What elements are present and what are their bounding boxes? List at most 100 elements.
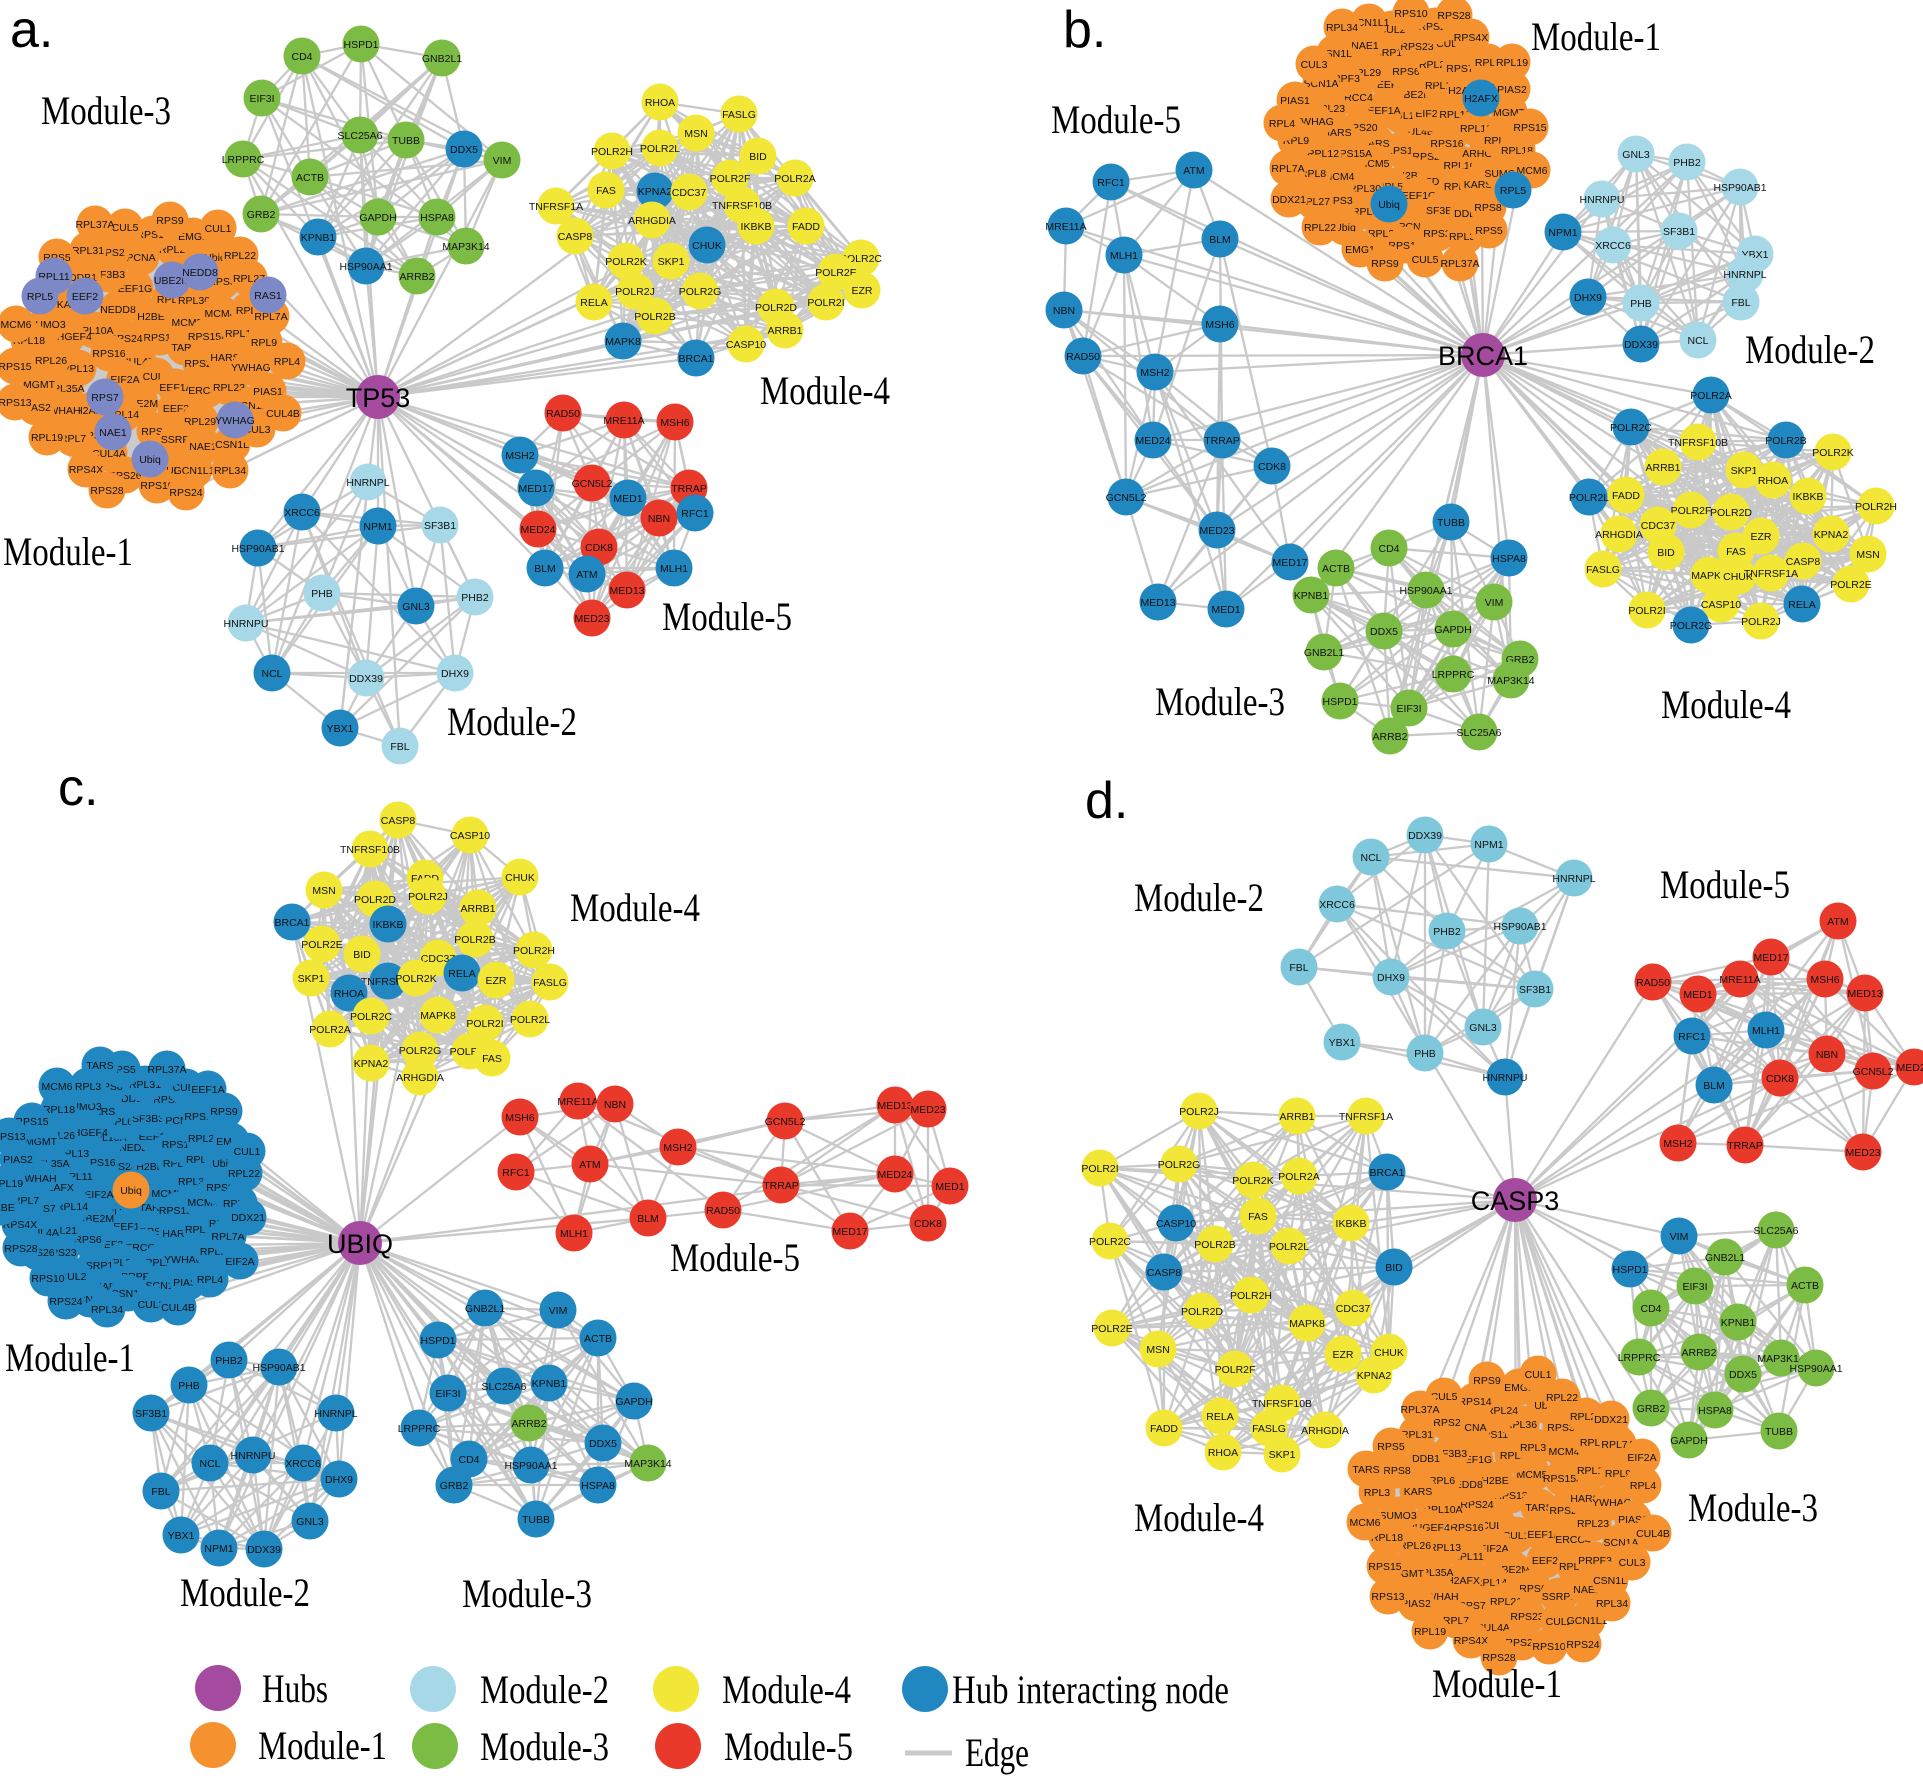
svg-text:EIF3I: EIF3I	[249, 93, 274, 105]
svg-text:RPS4X: RPS4X	[1454, 32, 1488, 44]
svg-text:POLR2A: POLR2A	[309, 1024, 350, 1036]
svg-text:TNFRSF1A: TNFRSF1A	[529, 201, 583, 213]
svg-text:POLR2H: POLR2H	[1230, 1290, 1272, 1302]
svg-text:CUL3: CUL3	[1619, 1557, 1646, 1569]
svg-text:EIF3I: EIF3I	[1396, 703, 1421, 715]
svg-text:ARHGDIA: ARHGDIA	[1301, 1425, 1349, 1437]
svg-text:BID: BID	[353, 949, 371, 961]
svg-text:POLR2A: POLR2A	[1278, 1171, 1319, 1183]
svg-text:RPS16: RPS16	[92, 348, 125, 360]
svg-text:CUL1: CUL1	[205, 223, 232, 235]
svg-text:MED13: MED13	[877, 1100, 912, 1112]
svg-text:MED13: MED13	[1847, 988, 1882, 1000]
svg-text:RPS9: RPS9	[156, 215, 184, 227]
svg-text:Hub interacting node: Hub interacting node	[952, 1667, 1229, 1712]
svg-text:TNFRSF10B: TNFRSF10B	[1668, 437, 1728, 449]
svg-text:EZR: EZR	[486, 975, 507, 987]
svg-text:HSPA8: HSPA8	[581, 1480, 615, 1492]
svg-text:RPS10: RPS10	[1532, 1641, 1565, 1653]
svg-text:BLM: BLM	[637, 1213, 659, 1225]
svg-text:MRE11A: MRE11A	[603, 415, 644, 427]
svg-text:DDX5: DDX5	[589, 1438, 617, 1450]
svg-text:SLC25A6: SLC25A6	[338, 130, 383, 142]
svg-text:MRE11A: MRE11A	[1719, 974, 1760, 986]
svg-text:CDK8: CDK8	[1258, 461, 1286, 473]
svg-text:FADD: FADD	[792, 221, 820, 233]
svg-text:IKBKB: IKBKB	[1793, 491, 1824, 503]
svg-text:PHB: PHB	[1414, 1048, 1436, 1060]
svg-text:Hubs: Hubs	[262, 1666, 328, 1711]
svg-text:YWHAG: YWHAG	[215, 415, 255, 427]
svg-text:a.: a.	[10, 1, 53, 59]
svg-text:Module-2: Module-2	[180, 1570, 310, 1615]
svg-text:MCM6: MCM6	[1350, 1517, 1381, 1529]
svg-text:POLR2L: POLR2L	[1269, 1241, 1309, 1253]
svg-text:POLR2C: POLR2C	[350, 1011, 392, 1023]
svg-text:RPL37A: RPL37A	[1440, 258, 1479, 270]
svg-text:KPNB1: KPNB1	[301, 232, 336, 244]
svg-text:CUL5: CUL5	[112, 222, 139, 234]
svg-text:RPS24: RPS24	[169, 487, 202, 499]
svg-text:POLR2J: POLR2J	[1741, 616, 1781, 628]
svg-text:FBL: FBL	[390, 741, 409, 753]
svg-text:LRPPRC: LRPPRC	[398, 1423, 441, 1435]
svg-text:Module-1: Module-1	[1432, 1661, 1562, 1706]
svg-text:POLR2L: POLR2L	[510, 1014, 550, 1026]
svg-text:Module-3: Module-3	[480, 1724, 609, 1769]
svg-text:MED1: MED1	[1683, 989, 1712, 1001]
svg-text:RPL37A: RPL37A	[75, 219, 114, 231]
svg-text:RPL22: RPL22	[224, 250, 256, 262]
svg-text:PCNA: PCNA	[126, 252, 155, 264]
svg-text:FAS: FAS	[1726, 546, 1746, 558]
svg-text:RAD50: RAD50	[706, 1205, 740, 1217]
svg-text:Module-5: Module-5	[724, 1724, 853, 1769]
svg-text:RPL37A: RPL37A	[147, 1064, 186, 1076]
svg-text:RPS5: RPS5	[1377, 1441, 1405, 1453]
svg-text:EZR: EZR	[852, 285, 873, 297]
svg-text:ATM: ATM	[1827, 916, 1848, 928]
svg-text:POLR2G: POLR2G	[1670, 620, 1713, 632]
svg-text:YBX1: YBX1	[1329, 1037, 1356, 1049]
svg-text:MSH2: MSH2	[1140, 367, 1169, 379]
svg-text:FBL: FBL	[1731, 297, 1750, 309]
svg-text:ARHGDIA: ARHGDIA	[396, 1072, 444, 1084]
svg-text:BRCA1: BRCA1	[1438, 341, 1528, 371]
svg-text:POLR2C: POLR2C	[1610, 422, 1652, 434]
svg-text:RPS23: RPS23	[1510, 1611, 1543, 1623]
svg-text:RPS10: RPS10	[1394, 8, 1427, 20]
svg-text:DDX39: DDX39	[1624, 339, 1658, 351]
svg-text:DDX21: DDX21	[1272, 194, 1306, 206]
svg-text:NPM1: NPM1	[363, 521, 392, 533]
svg-text:RPL9: RPL9	[251, 337, 277, 349]
svg-text:RHOA: RHOA	[645, 97, 675, 109]
svg-text:Module-2: Module-2	[1134, 875, 1264, 920]
svg-text:PHB2: PHB2	[461, 592, 489, 604]
svg-text:MAP3K14: MAP3K14	[442, 241, 489, 253]
svg-text:MAPK8: MAPK8	[420, 1010, 456, 1022]
svg-text:ATM: ATM	[1183, 165, 1204, 177]
svg-text:MCM6: MCM6	[42, 1081, 73, 1093]
svg-text:ARRB1: ARRB1	[1645, 462, 1680, 474]
svg-text:Module-3: Module-3	[1155, 679, 1285, 724]
svg-text:SKP1: SKP1	[298, 973, 325, 985]
svg-text:NAE1: NAE1	[1351, 40, 1379, 52]
svg-text:POLR2J: POLR2J	[615, 286, 655, 298]
svg-text:DDX5: DDX5	[450, 144, 478, 156]
svg-text:HSPA8: HSPA8	[1492, 553, 1526, 565]
svg-text:MED23: MED23	[1199, 525, 1234, 537]
svg-text:CUL4B: CUL4B	[1636, 1528, 1670, 1540]
svg-text:GCN5L2: GCN5L2	[1106, 492, 1147, 504]
svg-text:POLR2H: POLR2H	[591, 146, 633, 158]
svg-text:MED17: MED17	[832, 1226, 867, 1238]
svg-text:UBIQ: UBIQ	[327, 1229, 393, 1259]
svg-text:POLR2D: POLR2D	[1181, 1306, 1223, 1318]
svg-text:GNB2L1: GNB2L1	[1304, 647, 1344, 659]
svg-text:EEF2: EEF2	[72, 291, 98, 303]
svg-text:MLH1: MLH1	[560, 1228, 588, 1240]
svg-text:XRCC6: XRCC6	[1595, 240, 1631, 252]
svg-text:NCL: NCL	[1360, 852, 1381, 864]
svg-text:RPL5: RPL5	[27, 291, 53, 303]
svg-text:RPL31: RPL31	[72, 245, 104, 257]
svg-text:POLR2K: POLR2K	[1812, 447, 1853, 459]
svg-text:ARRB1: ARRB1	[460, 903, 495, 915]
